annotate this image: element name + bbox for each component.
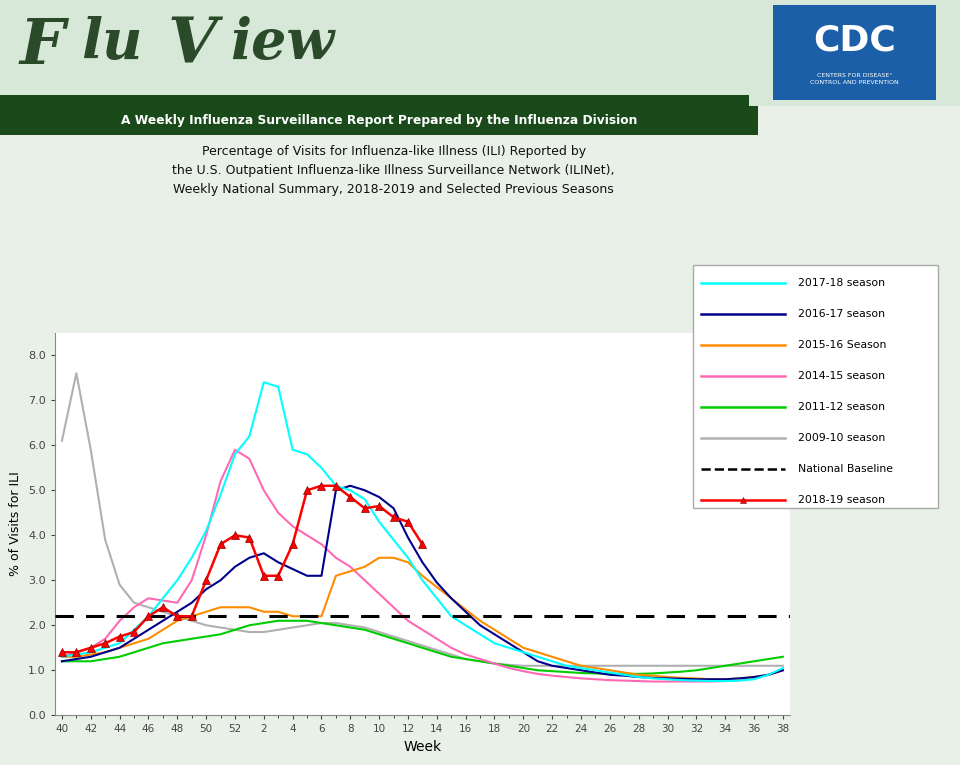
Text: iew: iew (230, 16, 334, 71)
Text: National Baseline: National Baseline (798, 464, 893, 474)
Bar (749, 0, 960, 106)
Text: 2016-17 season: 2016-17 season (798, 309, 885, 319)
Text: Percentage of Visits for Influenza-like Illness (ILI) Reported by
the U.S. Outpa: Percentage of Visits for Influenza-like … (173, 145, 614, 197)
Text: 2014-15 season: 2014-15 season (798, 371, 885, 381)
Text: F: F (19, 16, 64, 77)
X-axis label: Week: Week (403, 740, 442, 754)
Text: CDC: CDC (813, 23, 896, 57)
Text: 2017-18 season: 2017-18 season (798, 278, 885, 288)
Bar (773, 5, 936, 100)
FancyBboxPatch shape (693, 265, 938, 507)
Text: 2015-16 Season: 2015-16 Season (798, 340, 886, 350)
Text: CENTERS FOR DISEASE°
CONTROL AND PREVENTION: CENTERS FOR DISEASE° CONTROL AND PREVENT… (810, 73, 899, 85)
Text: V: V (168, 16, 218, 77)
Bar (0, 0, 749, 106)
Y-axis label: % of Visits for ILI: % of Visits for ILI (10, 472, 22, 576)
Text: lu: lu (82, 16, 143, 71)
Text: 2009-10 season: 2009-10 season (798, 433, 885, 443)
Text: 2011-12 season: 2011-12 season (798, 402, 885, 412)
Text: 2018-19 season: 2018-19 season (798, 495, 885, 505)
Text: A Weekly Influenza Surveillance Report Prepared by the Influenza Division: A Weekly Influenza Surveillance Report P… (121, 114, 637, 126)
Bar (0, 95, 749, 106)
